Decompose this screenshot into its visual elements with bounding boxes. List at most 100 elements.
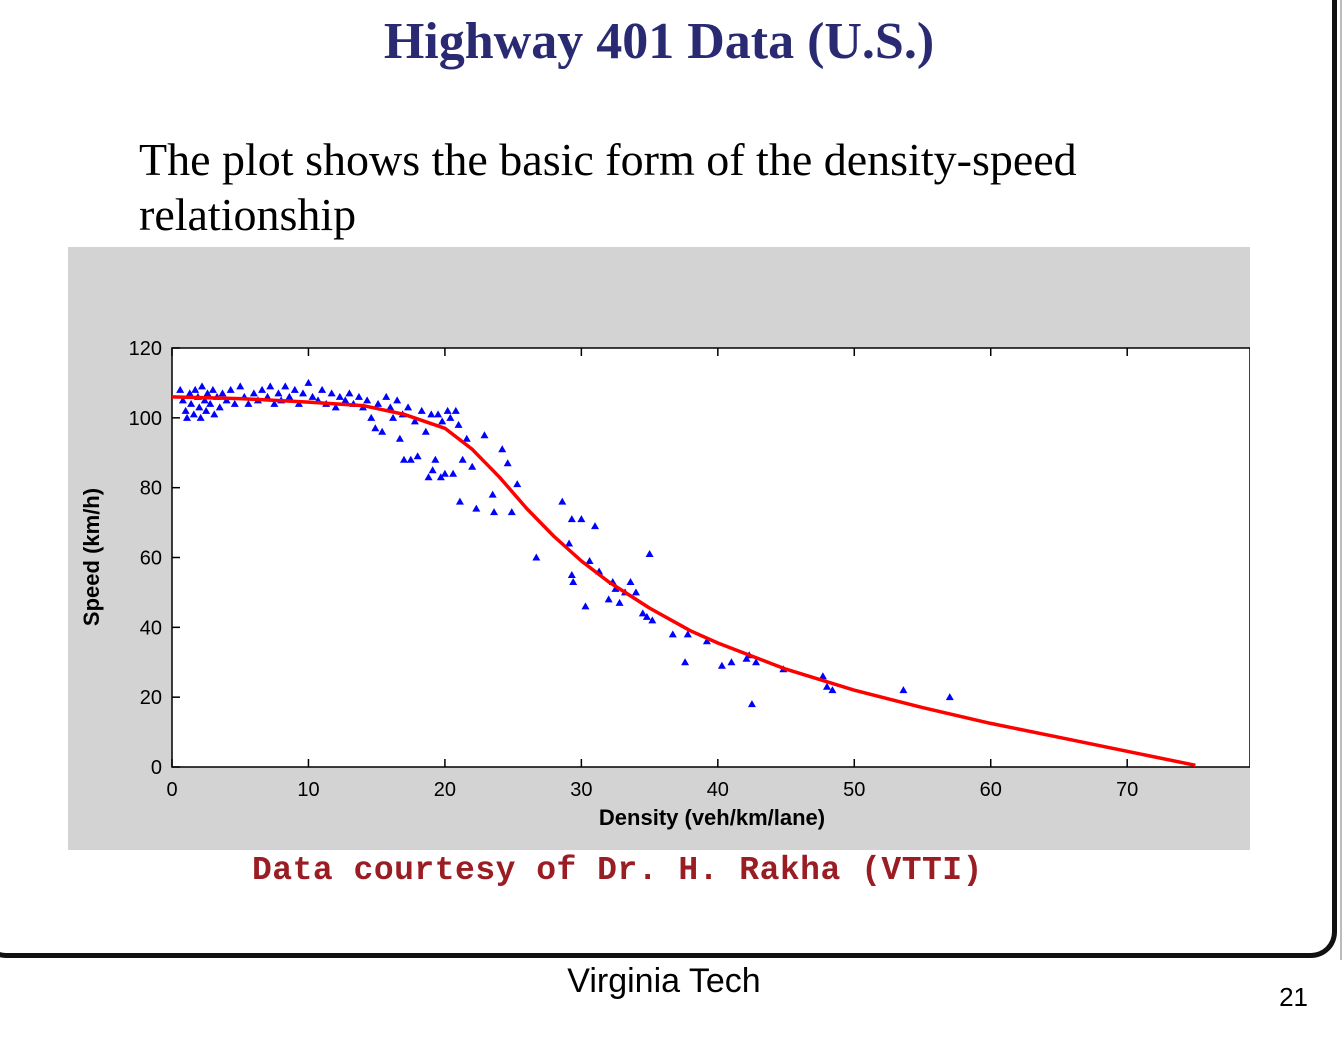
- y-tick-label: 0: [151, 757, 162, 779]
- data-point: [503, 459, 512, 467]
- data-point: [206, 399, 215, 407]
- data-point: [335, 392, 344, 400]
- data-point: [363, 396, 372, 404]
- data-point: [185, 389, 194, 397]
- data-point: [480, 431, 489, 439]
- data-point: [642, 612, 651, 620]
- data-point: [611, 584, 620, 592]
- data-point: [945, 693, 954, 701]
- y-tick-label: 20: [140, 687, 162, 709]
- data-point: [454, 420, 463, 428]
- x-tick-label: 20: [434, 779, 456, 801]
- data-point: [668, 630, 677, 638]
- data-credit: Data courtesy of Dr. H. Rakha (VTTI): [252, 852, 983, 889]
- data-point: [200, 396, 209, 404]
- data-point: [183, 413, 192, 421]
- data-point: [443, 406, 452, 414]
- data-point: [187, 399, 196, 407]
- data-point: [249, 389, 258, 397]
- data-point: [513, 480, 522, 488]
- data-point: [176, 385, 185, 393]
- data-point: [615, 598, 624, 606]
- chart-panel: 0 10 20 30 40 50 60 70 0 20 40 60 80 100 120 Density …: [68, 247, 1250, 850]
- x-axis-label: Density (veh/km/lane): [599, 805, 825, 830]
- data-point: [386, 403, 395, 411]
- data-point: [436, 473, 445, 481]
- data-point: [395, 434, 404, 442]
- data-point: [567, 515, 576, 523]
- data-point: [899, 686, 908, 694]
- data-point: [413, 452, 422, 460]
- x-tick-label: 70: [1116, 779, 1138, 801]
- data-point: [191, 385, 200, 393]
- data-point: [585, 556, 594, 564]
- data-point: [440, 469, 449, 477]
- data-point: [274, 389, 283, 397]
- data-point: [472, 504, 481, 512]
- data-point: [507, 508, 516, 516]
- data-point: [218, 389, 227, 397]
- data-point: [290, 385, 299, 393]
- data-point: [581, 602, 590, 610]
- data-point: [374, 399, 383, 407]
- data-point: [417, 406, 426, 414]
- data-point: [428, 466, 437, 474]
- data-point: [681, 658, 690, 666]
- data-point: [406, 455, 415, 463]
- data-point: [208, 385, 217, 393]
- data-point: [178, 396, 187, 404]
- data-point: [727, 658, 736, 666]
- data-point: [631, 588, 640, 596]
- slide-edge: [1340, 0, 1342, 960]
- data-point: [399, 455, 408, 463]
- x-axis: 0 10 20 30 40 50 60 70: [166, 348, 1138, 801]
- x-tick-label: 30: [570, 779, 592, 801]
- data-point: [438, 417, 447, 425]
- data-point: [236, 382, 245, 390]
- data-point: [281, 382, 290, 390]
- page-number: 21: [1279, 982, 1308, 1012]
- data-point: [427, 410, 436, 418]
- data-point: [638, 609, 647, 617]
- data-point: [626, 577, 635, 585]
- data-point: [455, 497, 464, 505]
- data-point: [203, 389, 212, 397]
- data-point: [421, 427, 430, 435]
- data-point: [569, 577, 578, 585]
- data-point: [230, 399, 239, 407]
- data-point: [645, 550, 654, 558]
- data-point: [294, 399, 303, 407]
- data-point: [683, 630, 692, 638]
- data-point: [828, 686, 837, 694]
- y-tick-label: 40: [140, 617, 162, 639]
- x-tick-label: 50: [843, 779, 865, 801]
- data-point: [410, 417, 419, 425]
- data-point: [202, 406, 211, 414]
- data-point: [498, 445, 507, 453]
- data-point: [567, 570, 576, 578]
- x-tick-label: 40: [707, 779, 729, 801]
- data-point: [285, 392, 294, 400]
- data-point: [210, 410, 219, 418]
- y-tick-label: 80: [140, 478, 162, 500]
- data-point: [215, 403, 224, 411]
- data-point: [181, 406, 190, 414]
- data-point: [263, 392, 272, 400]
- data-point: [468, 462, 477, 470]
- data-point: [195, 403, 204, 411]
- data-point: [532, 553, 541, 561]
- data-point: [702, 637, 711, 645]
- data-point: [226, 385, 235, 393]
- data-point: [490, 508, 499, 516]
- data-point: [449, 469, 458, 477]
- slide-body-text: The plot shows the basic form of the den…: [139, 134, 1077, 240]
- data-point: [648, 616, 657, 624]
- data-point: [488, 490, 497, 498]
- footer-institution: Virginia Tech: [567, 962, 761, 1000]
- data-point: [451, 406, 460, 414]
- data-point: [331, 403, 340, 411]
- data-point: [367, 413, 376, 421]
- data-point: [446, 413, 455, 421]
- data-point: [577, 515, 586, 523]
- data-point: [258, 385, 267, 393]
